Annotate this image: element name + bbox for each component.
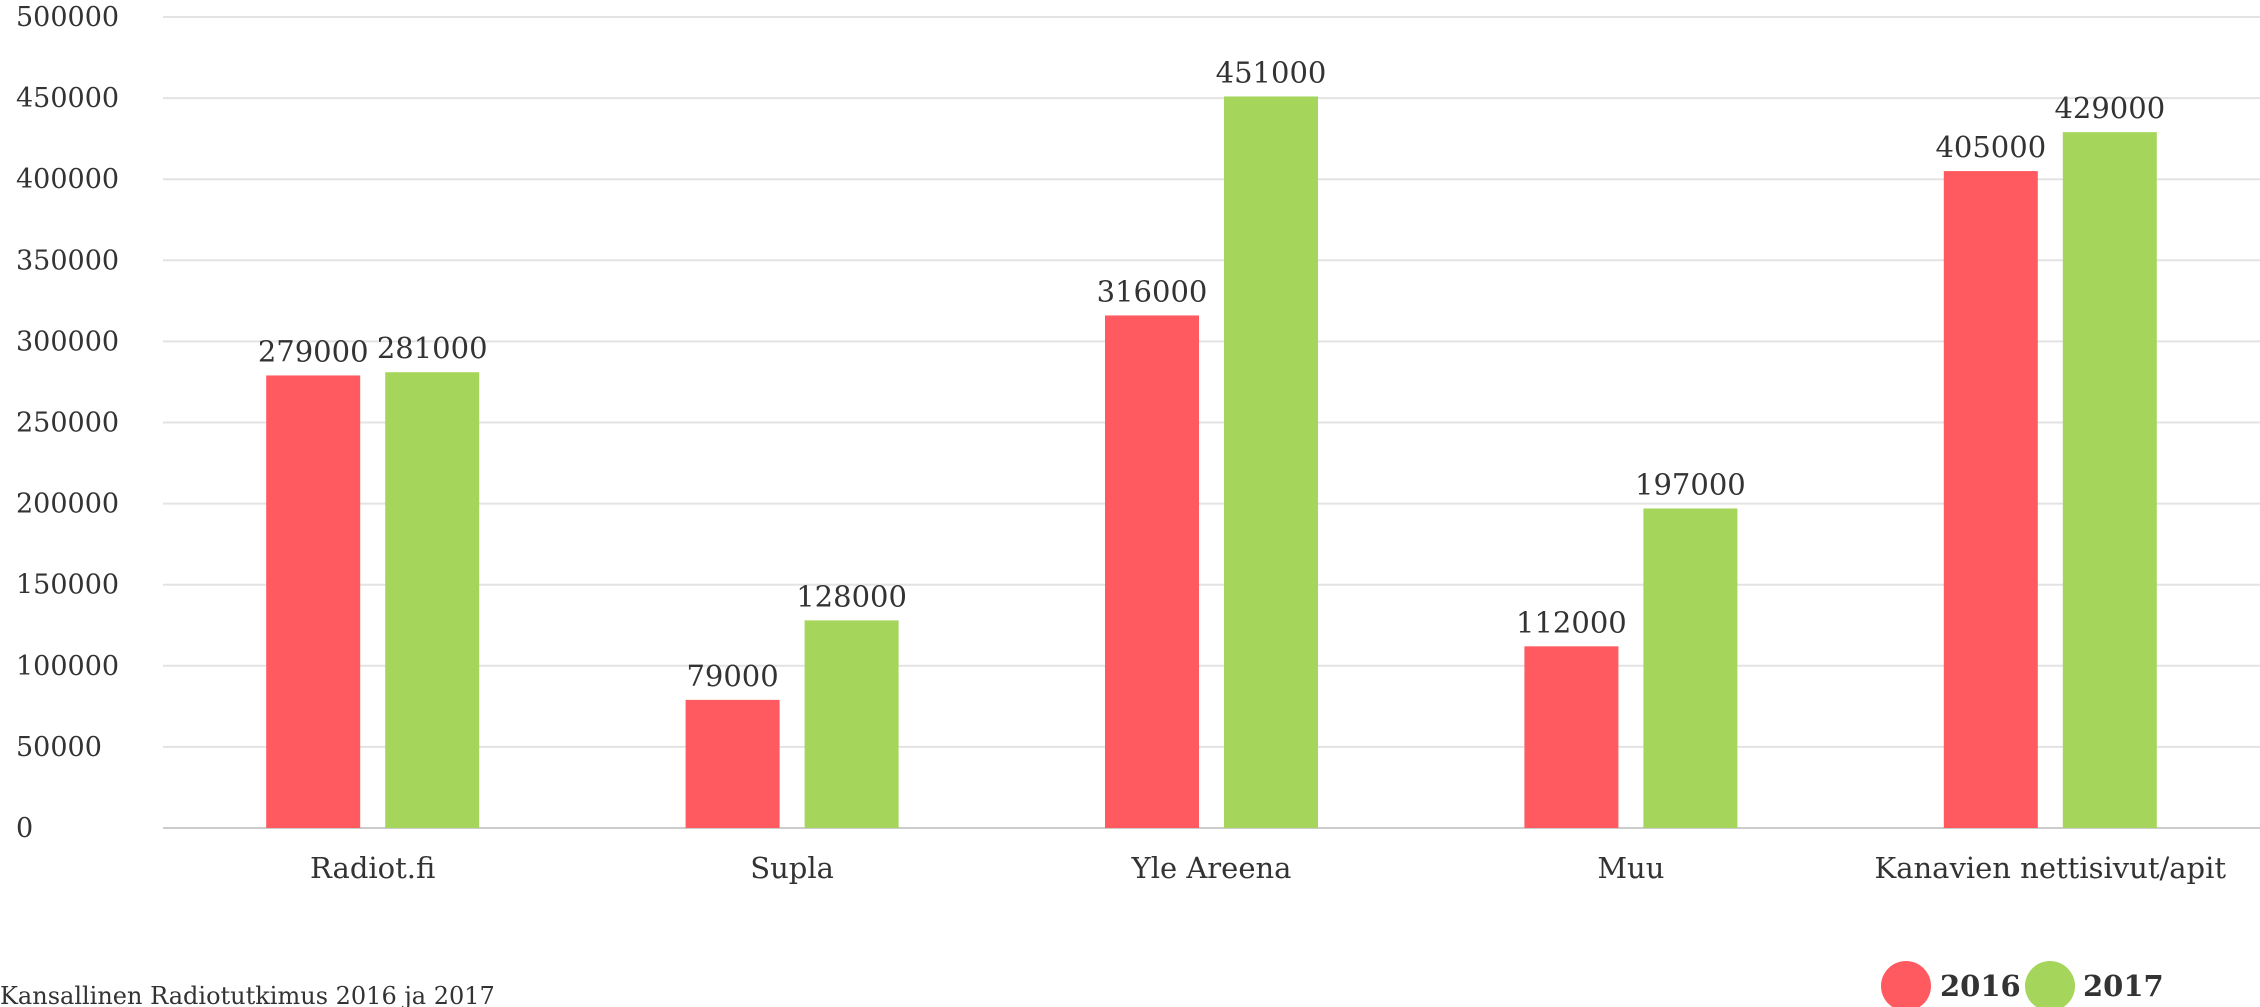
legend-label: 2017 bbox=[2083, 969, 2164, 1003]
y-tick-label: 200000 bbox=[16, 489, 119, 520]
y-tick-label: 0 bbox=[16, 813, 33, 844]
y-tick-label: 50000 bbox=[16, 732, 102, 763]
data-label: 112000 bbox=[1516, 605, 1627, 639]
y-tick-label: 100000 bbox=[16, 651, 119, 682]
x-tick-label: Muu bbox=[1597, 851, 1664, 885]
y-axis: 0 50000 100000 150000 200000 250000 300000 3500… bbox=[16, 2, 119, 844]
x-tick-label: Kanavien nettisivut/apit bbox=[1875, 851, 2227, 885]
bars bbox=[266, 96, 2157, 829]
data-label: 279000 bbox=[258, 334, 369, 368]
data-label: 316000 bbox=[1097, 274, 1208, 308]
legend-swatch bbox=[1881, 961, 1931, 1007]
legend-swatch bbox=[2025, 961, 2075, 1007]
bar bbox=[385, 372, 480, 828]
y-tick-label: 150000 bbox=[16, 570, 119, 601]
data-label: 128000 bbox=[796, 579, 907, 613]
x-tick-label: Supla bbox=[750, 851, 834, 885]
bar bbox=[266, 375, 361, 828]
y-tick-label: 300000 bbox=[16, 326, 119, 357]
y-tick-label: 450000 bbox=[16, 83, 119, 114]
y-tick-label: 500000 bbox=[16, 2, 119, 33]
y-tick-label: 250000 bbox=[16, 408, 119, 439]
bar bbox=[1524, 646, 1619, 828]
bar bbox=[685, 699, 780, 828]
x-tick-label: Radiot.fi bbox=[310, 851, 435, 885]
bar bbox=[804, 620, 899, 828]
legend: 2016 2017 bbox=[1881, 961, 2164, 1007]
bar bbox=[1643, 508, 1738, 828]
y-tick-label: 400000 bbox=[16, 164, 119, 195]
x-tick-label: Yle Areena bbox=[1131, 851, 1292, 885]
bar bbox=[1224, 96, 1318, 828]
gridlines bbox=[163, 16, 2260, 829]
bar bbox=[1105, 315, 1199, 828]
source-note: Kansallinen Radiotutkimus 2016 ja 2017 bbox=[0, 982, 495, 1007]
legend-label: 2016 bbox=[1940, 969, 2021, 1003]
data-label: 79000 bbox=[686, 659, 778, 693]
bar bbox=[1943, 171, 2038, 829]
data-label: 451000 bbox=[1216, 55, 1327, 89]
data-label: 429000 bbox=[2054, 91, 2165, 125]
x-axis: Radiot.fi Supla Yle Areena Muu Kanavien nett… bbox=[310, 851, 2226, 885]
data-labels: 279000 281000 79000 128000 316000 451000 11200… bbox=[258, 55, 2165, 692]
data-label: 197000 bbox=[1635, 467, 1746, 501]
data-label: 281000 bbox=[377, 331, 488, 365]
bar bbox=[2062, 132, 2157, 829]
y-tick-label: 350000 bbox=[16, 245, 119, 276]
data-label: 405000 bbox=[1935, 130, 2046, 164]
